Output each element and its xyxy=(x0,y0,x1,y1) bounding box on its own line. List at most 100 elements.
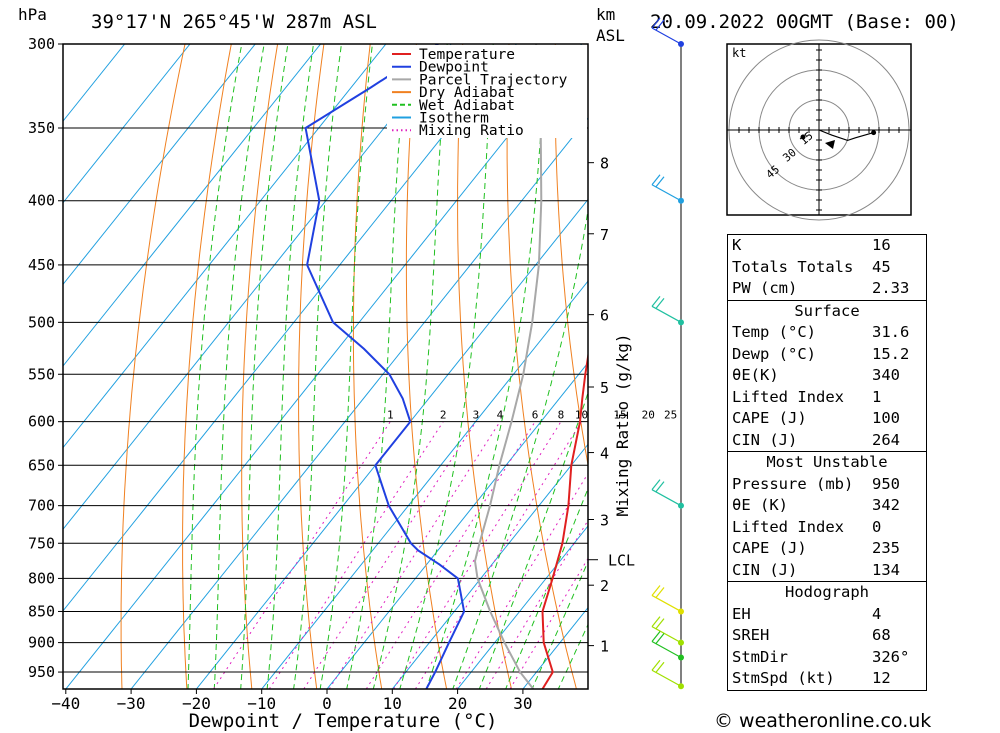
mixing-ratio-line xyxy=(328,421,501,689)
wind-barb-flag xyxy=(651,659,661,671)
wind-barb-flag xyxy=(655,618,665,629)
height-tick-label: 4 xyxy=(600,445,609,463)
isotherm-line xyxy=(196,198,588,689)
wind-barb-flag xyxy=(651,174,661,186)
index-label: CIN (J) xyxy=(732,560,798,579)
index-label: θE(K) xyxy=(732,366,779,384)
isotherm-line xyxy=(261,280,588,689)
index-value: 2.33 xyxy=(872,279,910,297)
index-label: PW (cm) xyxy=(732,279,798,297)
wind-barb-flag xyxy=(651,631,661,642)
mixing-ratio-label: 1 xyxy=(387,409,394,422)
mixing-ratio-line xyxy=(414,421,582,689)
index-label: StmSpd (kt) xyxy=(732,669,835,687)
legend-label: Dry Adiabat xyxy=(419,85,515,101)
index-value: 264 xyxy=(872,430,900,449)
index-label: Pressure (mb) xyxy=(732,474,854,493)
index-value: 45 xyxy=(872,257,891,276)
wind-barb xyxy=(651,659,684,690)
storm-motion-arrow xyxy=(825,140,835,149)
mixing-ratio-label: 15 xyxy=(613,409,626,422)
wind-barb-flag xyxy=(655,633,665,644)
hodograph-title: Hodograph xyxy=(785,583,869,601)
dry-adiabat-line xyxy=(506,44,577,689)
mixing-ratio-line xyxy=(509,557,588,689)
legend-label: Temperature xyxy=(419,47,515,63)
dry-adiabat-line xyxy=(554,44,588,468)
pressure-unit-label: hPa xyxy=(18,5,47,24)
mixing-ratio-label: 25 xyxy=(664,409,677,422)
wind-barb-flag xyxy=(651,295,661,307)
index-label: CAPE (J) xyxy=(732,409,807,427)
hodograph-indices-box: Hodograph EH 4 SREH 68 StmDir 326° StmSpd (kt)… xyxy=(727,582,927,691)
pressure-tick-label: 950 xyxy=(28,663,55,681)
pressure-tick-label: 300 xyxy=(28,35,55,53)
plot-frame xyxy=(62,43,589,690)
wind-barbs xyxy=(651,17,684,690)
wet-adiabat-line xyxy=(240,44,289,689)
temperature-tick-label: −40 xyxy=(51,694,80,713)
height-tick-label: 3 xyxy=(600,512,609,530)
temperature-tick-label: −20 xyxy=(182,694,211,713)
mixing-ratio-line xyxy=(268,421,444,689)
index-value: 1 xyxy=(872,387,882,406)
wind-barb-dot xyxy=(678,41,684,47)
wind-barb-shaft xyxy=(651,184,682,202)
isotherm-line xyxy=(63,44,387,449)
index-row: StmSpd (kt) 12 xyxy=(728,668,926,690)
index-value: 31.6 xyxy=(872,323,910,341)
temperature-axis: −40 −30 −20 −10 0 10 20 30 xyxy=(51,689,533,713)
temperature-tick-label: −30 xyxy=(117,694,146,713)
index-label: CIN (J) xyxy=(732,430,798,449)
mixing-ratio-line xyxy=(365,421,536,689)
height-axis: 8 7 6 5 4 3 2 1 LCL xyxy=(588,155,635,656)
index-row: θE(K) 340 xyxy=(728,365,926,387)
index-value: 12 xyxy=(872,669,891,687)
pressure-tick-label: 850 xyxy=(28,602,55,620)
index-value: 16 xyxy=(872,236,891,254)
dry-adiabat-line xyxy=(120,44,186,689)
legend-label: Mixing Ratio xyxy=(419,123,524,139)
wet-adiabat-line xyxy=(319,44,373,689)
wind-barb-flag xyxy=(655,587,665,598)
wind-barb-flag xyxy=(651,17,661,29)
index-value: 340 xyxy=(872,366,900,384)
mixing-ratio-line xyxy=(485,519,588,689)
wind-barb xyxy=(651,616,684,646)
index-label: Lifted Index xyxy=(732,517,844,536)
wind-barb-shaft xyxy=(651,489,682,507)
index-label: θE (K) xyxy=(732,496,788,514)
mixing-ratio-line xyxy=(455,472,588,689)
mixing-ratio-labels: 1 2 3 4 6 8 10 15 20 25 xyxy=(387,409,677,422)
wind-barb xyxy=(651,174,684,204)
wind-barb-dot xyxy=(678,608,684,615)
dry-adiabat-line xyxy=(298,44,325,689)
series-dewpoint xyxy=(304,44,466,689)
mixing-ratio-label: 8 xyxy=(558,409,565,422)
hodograph-trace xyxy=(818,129,874,142)
wind-barb-dot xyxy=(678,639,684,646)
height-tick-label: 1 xyxy=(600,638,609,656)
index-row: EH 4 xyxy=(728,604,926,626)
mixing-ratio-line xyxy=(303,421,477,689)
pressure-tick-label: 800 xyxy=(28,569,55,587)
mixing-ratio-label: 6 xyxy=(532,409,539,422)
index-label: Temp (°C) xyxy=(732,323,816,341)
wet-adiabat-line xyxy=(452,207,588,689)
temperature-tick-label: −10 xyxy=(247,694,276,713)
copyright: © weatheronline.co.uk xyxy=(714,710,932,732)
location-title: 39°17'N 265°45'W 287m ASL xyxy=(91,11,377,33)
dry-adiabat-line xyxy=(926,44,1000,689)
lcl-label: LCL xyxy=(608,552,635,570)
wind-barb xyxy=(651,295,684,326)
isotherm-line xyxy=(63,44,191,204)
wind-barb-flag xyxy=(651,585,661,596)
storm-motion-dot xyxy=(800,134,806,140)
wet-adiabat-line xyxy=(505,487,588,689)
height-unit-label: km xyxy=(596,5,615,24)
surface-box: Surface Temp (°C) 31.6 Dewp (°C) 15.2 θE(K) 3… xyxy=(727,300,927,452)
pressure-tick-label: 650 xyxy=(28,456,55,474)
